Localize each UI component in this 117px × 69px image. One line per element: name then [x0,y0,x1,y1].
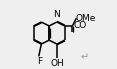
Text: F: F [37,57,42,66]
Text: OH: OH [50,59,64,68]
Text: ↵: ↵ [81,52,89,62]
Text: N: N [53,10,60,19]
Text: OMe: OMe [76,14,96,23]
Text: CO: CO [73,21,86,30]
